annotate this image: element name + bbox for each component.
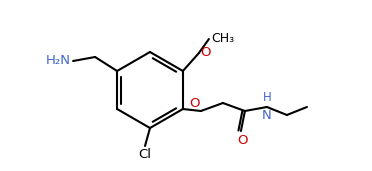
Text: O: O xyxy=(238,134,248,147)
Text: H₂N: H₂N xyxy=(46,55,71,68)
Text: Cl: Cl xyxy=(138,148,151,161)
Text: O: O xyxy=(189,97,200,110)
Text: H: H xyxy=(263,91,271,104)
Text: CH₃: CH₃ xyxy=(211,31,234,44)
Text: O: O xyxy=(200,47,211,60)
Text: N: N xyxy=(262,109,272,122)
